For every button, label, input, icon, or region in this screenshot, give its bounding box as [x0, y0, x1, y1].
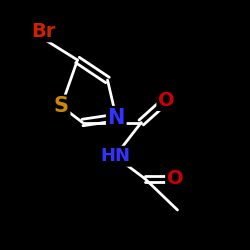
- Text: O: O: [158, 90, 174, 110]
- Text: O: O: [167, 169, 183, 188]
- Text: S: S: [54, 96, 69, 116]
- Text: Br: Br: [31, 22, 56, 41]
- Text: HN: HN: [100, 147, 130, 165]
- Text: N: N: [108, 108, 125, 128]
